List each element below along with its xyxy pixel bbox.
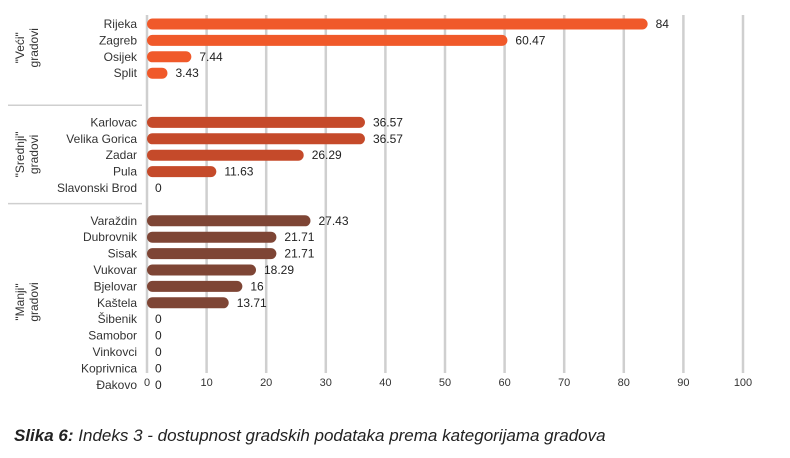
data-label: 16: [250, 279, 264, 293]
bar: [147, 215, 311, 227]
caption-text: Indeks 3 - dostupnost gradskih podataka …: [73, 426, 606, 445]
bar-chart: Rijeka Zagreb Osijek Split Karlovac Velika Go…: [8, 15, 752, 392]
category-labels: Rijeka Zagreb Osijek Split Karlovac Velika Go…: [57, 17, 138, 392]
category-label: Samobor: [88, 329, 137, 343]
category-label: Split: [114, 66, 138, 80]
value-labels: 84 60.47 7.443.43 36.57 36.57 26.29 11.63 0 27.4…: [155, 17, 669, 392]
x-axis-ticks: 0 10 20 30 40 50 60 70 80 90 100: [144, 377, 752, 389]
x-tick-label: 20: [260, 377, 272, 389]
data-label: 0: [155, 181, 162, 195]
x-tick-label: 40: [379, 377, 391, 389]
category-label: Koprivnica: [81, 361, 137, 375]
grid-lines: [145, 15, 745, 373]
data-label: 13.71: [237, 296, 267, 310]
bar: [147, 34, 508, 46]
bar: [147, 51, 192, 63]
x-tick-label: 100: [734, 377, 752, 389]
data-label: 84: [656, 17, 670, 31]
data-label: 21.71: [284, 247, 314, 261]
x-tick-label: 10: [200, 377, 212, 389]
x-tick-label: 50: [439, 377, 451, 389]
bar: [147, 133, 365, 145]
category-label: Đakovo: [96, 378, 137, 392]
group-label: "Veći"gradovi: [13, 28, 41, 67]
x-tick-label: 60: [498, 377, 510, 389]
category-label: Slavonski Brod: [57, 181, 137, 195]
bar: [147, 231, 277, 243]
category-label: Karlovac: [90, 115, 137, 129]
category-label: Kaštela: [97, 296, 137, 310]
category-label: Zadar: [106, 148, 137, 162]
bar: [147, 116, 365, 128]
x-tick-label: 30: [320, 377, 332, 389]
x-tick-label: 80: [618, 377, 630, 389]
data-label: 21.71: [284, 230, 314, 244]
category-label: Bjelovar: [94, 279, 137, 293]
bar: [147, 18, 648, 30]
data-label: 0: [155, 345, 162, 359]
category-label: Pula: [113, 165, 137, 179]
x-tick-label: 70: [558, 377, 570, 389]
category-label: Varaždin: [91, 214, 137, 228]
data-label: 36.57: [373, 132, 403, 146]
caption-prefix: Slika 6:: [14, 426, 74, 445]
data-label: 60.47: [515, 33, 545, 47]
bar: [147, 149, 304, 161]
bar: [147, 280, 243, 292]
category-label: Rijeka: [104, 17, 138, 31]
data-label: 11.63: [224, 165, 253, 179]
category-label: Sisak: [108, 247, 138, 261]
bar: [147, 297, 229, 309]
bar: [147, 264, 257, 276]
group-labels: "Veći"gradovi "Srednji"gradovi "Manji"grad…: [13, 28, 41, 322]
data-label: 3.43: [175, 66, 199, 80]
data-label: 0: [155, 329, 162, 343]
category-label: Vinkovci: [93, 345, 137, 359]
data-label: 7.44: [199, 50, 223, 64]
data-label: 0: [155, 312, 162, 326]
group-label: "Srednji"gradovi: [13, 131, 41, 177]
data-label: 36.57: [373, 115, 403, 129]
category-label: Šibenik: [98, 311, 138, 326]
category-label: Velika Gorica: [66, 132, 137, 146]
category-label: Zagreb: [99, 33, 137, 47]
x-tick-label: 0: [144, 377, 150, 389]
x-tick-label: 90: [677, 377, 689, 389]
category-label: Vukovar: [93, 263, 137, 277]
group-label: "Manji"gradovi: [13, 282, 41, 321]
figure-caption: Slika 6: Indeks 3 - dostupnost gradskih …: [14, 426, 606, 446]
group-separators: [8, 104, 142, 205]
data-label: 0: [155, 361, 162, 375]
category-label: Dubrovnik: [83, 230, 138, 244]
data-label: 0: [155, 378, 162, 392]
bar: [147, 166, 217, 178]
data-label: 18.29: [264, 263, 294, 277]
bar: [147, 67, 168, 79]
category-label: Osijek: [104, 50, 138, 64]
data-label: 26.29: [312, 148, 342, 162]
data-label: 27.43: [318, 214, 348, 228]
bar: [147, 248, 277, 260]
bars: [147, 18, 648, 309]
